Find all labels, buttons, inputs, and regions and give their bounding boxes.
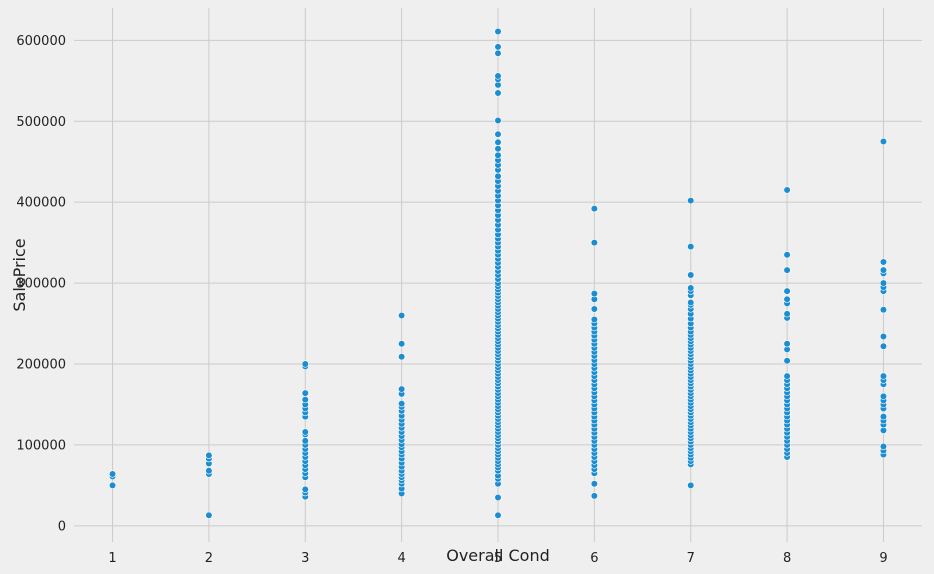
x-tick-label: 8 (783, 551, 791, 566)
x-tick-label: 9 (879, 551, 887, 566)
data-point (590, 492, 598, 500)
y-axis-label: SalePrice (10, 238, 29, 311)
data-point (108, 481, 117, 489)
data-point (494, 138, 502, 146)
data-point (205, 511, 213, 519)
data-point (590, 290, 598, 298)
data-point (494, 72, 502, 80)
y-tick-label: 200000 (16, 358, 66, 373)
data-point (494, 27, 502, 36)
data-point (879, 372, 888, 380)
data-point (301, 396, 309, 404)
x-tick-label: 7 (687, 551, 695, 566)
data-point (494, 172, 502, 180)
data-point (879, 412, 888, 421)
y-tick-labels: 0 100000 200000 300000 400000 500000 600000 (16, 34, 66, 534)
data-point (879, 342, 888, 350)
y-tick-label: 0 (58, 519, 66, 534)
data-point (687, 284, 695, 292)
data-point (301, 428, 309, 436)
data-point (687, 481, 695, 489)
data-point (590, 480, 598, 488)
data-point (590, 239, 598, 247)
data-point (783, 340, 791, 348)
data-point (687, 271, 695, 279)
x-tick-label: 1 (108, 551, 116, 566)
data-point (783, 310, 791, 318)
data-point (494, 493, 502, 502)
data-point (879, 258, 888, 266)
data-point (783, 295, 791, 303)
y-tick-label: 500000 (16, 115, 66, 130)
data-point (783, 287, 791, 295)
data-point (301, 389, 309, 397)
x-axis-label: Overall Cond (446, 546, 550, 565)
x-tick-label: 6 (590, 551, 598, 566)
data-point (879, 279, 888, 287)
data-point (301, 437, 309, 445)
y-tick-label: 600000 (16, 34, 66, 49)
data-point (494, 89, 502, 97)
y-tick-label: 400000 (16, 196, 66, 211)
data-point (398, 340, 406, 348)
y-tick-label: 100000 (16, 438, 66, 453)
data-point (494, 130, 502, 138)
x-tick-label: 5 (494, 551, 502, 566)
data-point (301, 485, 309, 494)
data-point (783, 186, 791, 194)
x-tick-label: 3 (301, 551, 309, 566)
data-point (687, 243, 695, 251)
x-tick-labels: 1 2 3 4 5 6 7 8 9 (108, 551, 887, 566)
data-point (494, 151, 502, 159)
data-point (879, 442, 888, 451)
data-point (687, 298, 695, 307)
data-point (205, 467, 213, 475)
x-tick-label: 2 (205, 551, 213, 566)
data-point (590, 315, 598, 324)
data-point (108, 470, 117, 478)
data-point (398, 353, 406, 361)
data-point (783, 357, 791, 365)
data-point (494, 43, 502, 51)
y-tick-label: 300000 (16, 277, 66, 292)
data-point (494, 49, 502, 57)
data-point (494, 116, 502, 125)
data-point (687, 196, 695, 205)
data-point (398, 385, 406, 393)
data-point (783, 372, 791, 380)
data-point (494, 145, 502, 153)
data-point (590, 305, 598, 313)
data-point (879, 332, 888, 341)
data-point (879, 306, 888, 314)
data-point (398, 311, 406, 320)
data-points (108, 27, 888, 519)
data-point (783, 266, 791, 274)
data-point (494, 511, 502, 519)
data-point (879, 392, 888, 400)
data-point (879, 266, 888, 274)
data-point (590, 205, 598, 213)
data-point (879, 137, 888, 146)
data-point (301, 360, 309, 368)
data-point (398, 400, 406, 408)
data-point (205, 451, 213, 460)
data-point (783, 251, 791, 259)
x-tick-label: 4 (397, 551, 405, 566)
